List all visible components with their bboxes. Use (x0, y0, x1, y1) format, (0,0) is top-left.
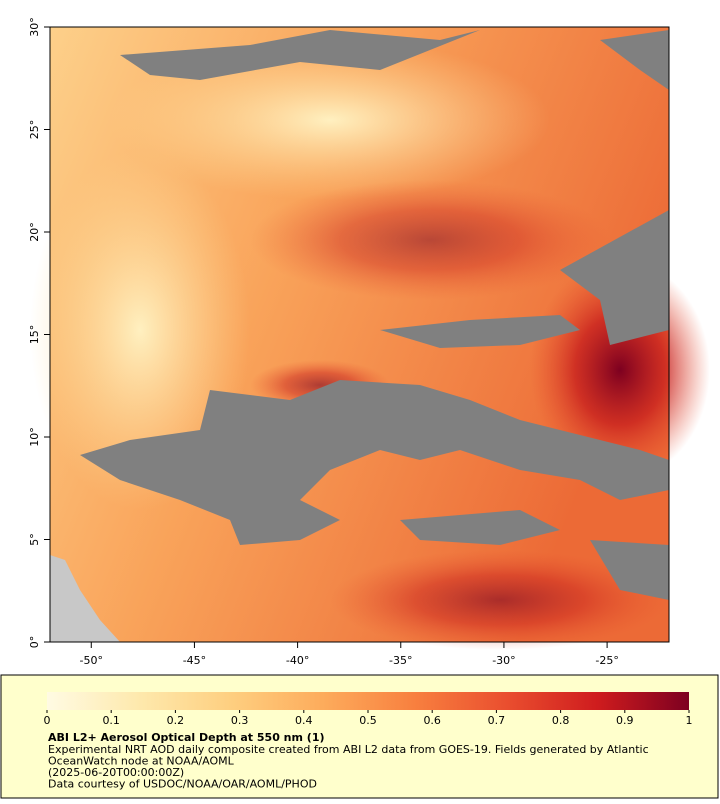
caption-line: (2025-06-20T00:00:00Z) (48, 766, 184, 779)
colorbar-tick-label: 0.8 (552, 714, 570, 727)
colorbar-tick-label: 0.5 (359, 714, 377, 727)
colorbar-tick-label: 0.2 (167, 714, 185, 727)
y-tick-label: 0° (28, 636, 41, 649)
x-tick-label: -30° (492, 654, 515, 667)
y-tick-label: 20° (28, 222, 41, 242)
colorbar-tick-label: 0.3 (231, 714, 249, 727)
x-tick-label: -50° (80, 654, 103, 667)
colorbar-tick-label: 0.9 (616, 714, 634, 727)
colorbar-tick-label: 0 (44, 714, 51, 727)
x-tick-label: -40° (286, 654, 309, 667)
colorbar-tick-label: 1 (686, 714, 693, 727)
colorbar-tick-label: 0.4 (295, 714, 313, 727)
y-tick-label: 25° (28, 120, 41, 140)
x-tick-label: -45° (183, 654, 206, 667)
caption-title: ABI L2+ Aerosol Optical Depth at 550 nm … (48, 731, 325, 744)
colorbar-tick-label: 0.7 (488, 714, 506, 727)
x-tick-label: -35° (389, 654, 412, 667)
colorbar (47, 692, 689, 710)
y-tick-label: 5° (28, 533, 41, 546)
x-tick-label: -25° (595, 654, 618, 667)
y-tick-label: 30° (28, 17, 41, 37)
caption-line: Experimental NRT AOD daily composite cre… (48, 743, 649, 756)
y-tick-label: 15° (28, 325, 41, 345)
map-raster (30, 27, 710, 650)
caption-line: Data courtesy of USDOC/NOAA/OAR/AOML/PHO… (48, 778, 317, 791)
y-tick-label: 10° (28, 427, 41, 447)
caption-line: OceanWatch node at NOAA/AOML (48, 755, 235, 768)
colorbar-tick-label: 0.6 (423, 714, 441, 727)
colorbar-tick-label: 0.1 (102, 714, 120, 727)
